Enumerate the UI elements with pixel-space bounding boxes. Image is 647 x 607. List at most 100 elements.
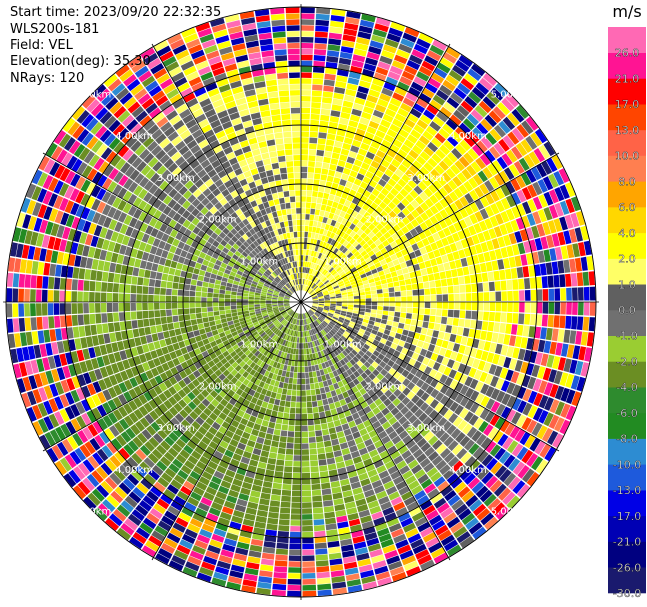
velocity-gate: [285, 347, 289, 353]
velocity-gate: [362, 581, 378, 590]
velocity-gate: [410, 277, 417, 284]
velocity-gate: [325, 67, 337, 75]
velocity-gate: [314, 364, 320, 371]
velocity-gate: [345, 376, 353, 384]
velocity-gate: [359, 387, 367, 396]
velocity-gate: [328, 194, 335, 201]
velocity-gate: [353, 307, 360, 311]
velocity-gate: [330, 351, 337, 358]
velocity-gate: [330, 365, 336, 372]
velocity-gate: [365, 257, 372, 264]
velocity-gate: [382, 196, 391, 206]
velocity-gate: [490, 461, 503, 475]
velocity-gate: [487, 321, 495, 332]
velocity-gate: [449, 333, 457, 343]
velocity-gate: [323, 335, 329, 342]
velocity-gate: [301, 166, 308, 173]
velocity-gate: [189, 550, 204, 561]
velocity-gate: [321, 287, 327, 292]
velocity-gate: [511, 324, 518, 335]
velocity-gate: [304, 331, 307, 337]
velocity-gate: [336, 297, 342, 300]
velocity-gate: [342, 304, 348, 307]
velocity-gate: [389, 144, 400, 154]
velocity-gate: [304, 279, 307, 285]
velocity-gate: [427, 157, 438, 168]
velocity-gate: [341, 423, 350, 431]
velocity-gate: [480, 383, 490, 395]
velocity-gate: [423, 109, 435, 120]
velocity-gate: [386, 236, 395, 244]
velocity-gate: [311, 347, 315, 354]
velocity-gate: [328, 338, 335, 345]
velocity-gate: [118, 302, 125, 312]
velocity-gate: [338, 412, 346, 420]
velocity-gate: [348, 299, 354, 302]
velocity-gate: [312, 371, 317, 378]
velocity-gate: [412, 307, 419, 314]
velocity-gate: [474, 329, 482, 339]
velocity-gate: [367, 469, 378, 478]
velocity-gate: [494, 173, 505, 186]
velocity-gate: [312, 495, 322, 502]
velocity-gate: [474, 264, 481, 274]
velocity-gate: [308, 311, 312, 316]
velocity-gate: [363, 526, 376, 535]
velocity-gate: [176, 262, 183, 270]
velocity-gate: [276, 417, 283, 424]
velocity-gate: [451, 460, 464, 472]
velocity-gate: [345, 270, 352, 276]
velocity-gate: [312, 507, 324, 514]
velocity-gate: [342, 265, 349, 271]
velocity-gate: [341, 447, 351, 456]
velocity-gate: [366, 410, 375, 419]
velocity-gate: [578, 302, 584, 316]
velocity-gate: [197, 502, 210, 512]
velocity-gate: [207, 544, 221, 555]
velocity-gate: [166, 288, 172, 296]
velocity-gate: [277, 387, 283, 394]
velocity-gate: [312, 295, 318, 299]
velocity-gate: [315, 388, 321, 395]
velocity-gate: [478, 420, 489, 433]
velocity-gate: [304, 231, 308, 238]
velocity-gate: [434, 201, 444, 212]
velocity-gate: [378, 327, 385, 334]
velocity-gate: [400, 285, 407, 291]
velocity-gate: [417, 495, 430, 506]
velocity-gate: [407, 134, 418, 144]
velocity-gate: [348, 352, 355, 359]
velocity-gate: [336, 368, 343, 375]
velocity-gate: [416, 453, 427, 464]
velocity-gate: [341, 404, 349, 412]
velocity-gate: [316, 197, 323, 204]
velocity-gate: [350, 331, 357, 337]
velocity-gate: [409, 506, 422, 517]
velocity-gate: [286, 442, 294, 449]
velocity-gate: [485, 440, 497, 453]
velocity-gate: [432, 330, 439, 338]
velocity-gate: [307, 413, 314, 420]
velocity-gate: [200, 497, 213, 507]
velocity-gate: [274, 566, 288, 573]
velocity-gate: [468, 367, 477, 378]
velocity-gate: [322, 229, 328, 236]
velocity-gate: [301, 408, 307, 414]
velocity-gate: [215, 491, 227, 500]
velocity-gate: [464, 456, 476, 468]
velocity-gate: [464, 439, 475, 451]
velocity-gate: [429, 44, 444, 56]
velocity-gate: [320, 267, 325, 274]
velocity-gate: [526, 338, 534, 350]
velocity-gate: [563, 259, 571, 273]
velocity-gate: [508, 164, 520, 177]
velocity-gate: [280, 394, 287, 401]
velocity-gate: [279, 363, 285, 370]
velocity-gate: [283, 352, 288, 359]
velocity-gate: [302, 502, 312, 508]
velocity-gate: [448, 294, 454, 302]
velocity-gate: [352, 241, 359, 248]
velocity-gate: [503, 454, 516, 468]
velocity-gate: [224, 500, 236, 510]
velocity-gate: [325, 283, 332, 288]
